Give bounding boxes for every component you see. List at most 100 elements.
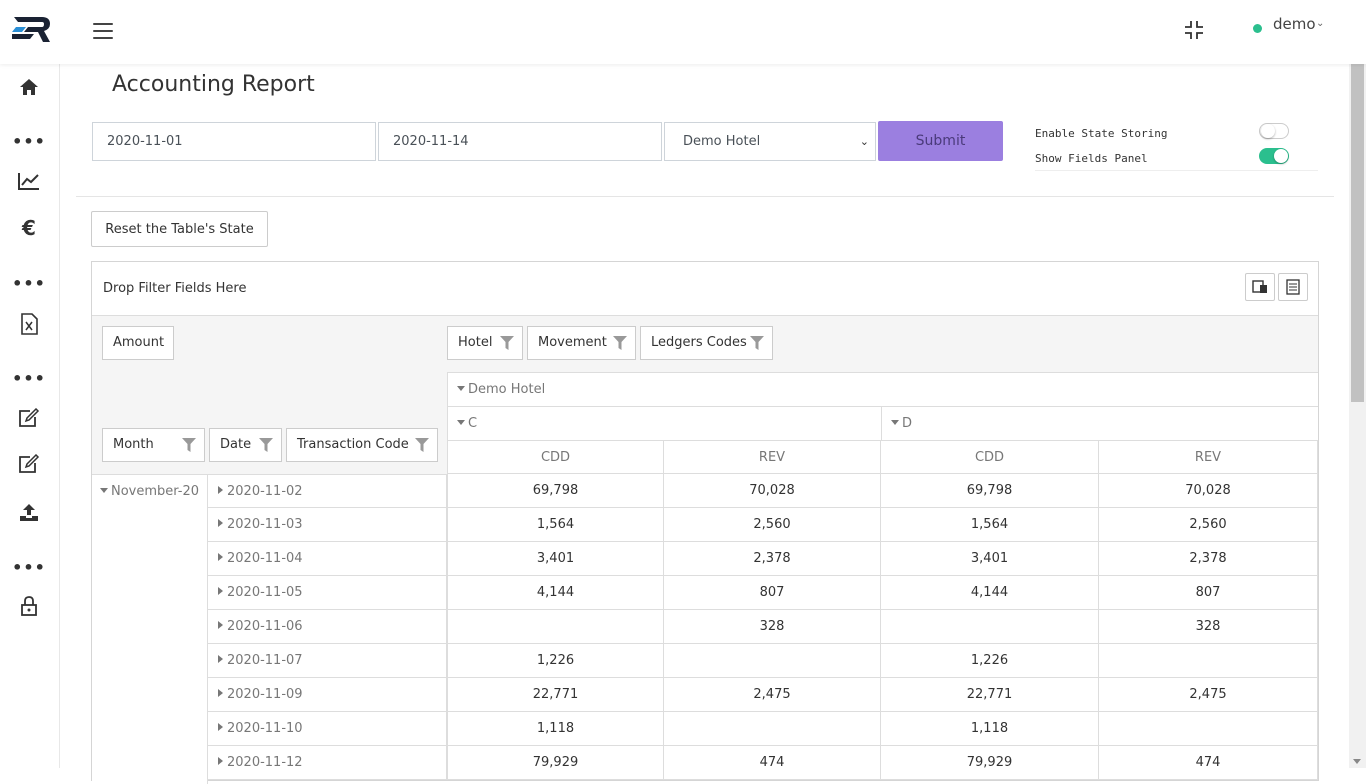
row-field-month[interactable]: Month	[102, 428, 205, 462]
table-cell[interactable]: 1,118	[881, 712, 1099, 746]
month-row-header[interactable]: November-20	[92, 474, 208, 784]
data-field-amount[interactable]: Amount	[102, 326, 174, 360]
table-cell[interactable]	[1099, 712, 1318, 746]
ledger-header-cdd[interactable]: CDD	[447, 440, 664, 474]
row-field-transaction-code[interactable]: Transaction Code	[286, 428, 438, 462]
table-cell[interactable]: 69,798	[447, 474, 664, 508]
table-cell[interactable]: 4,144	[447, 576, 664, 610]
expand-caret-icon[interactable]	[218, 655, 223, 663]
date-row-header[interactable]: 2020-11-02	[208, 474, 447, 508]
collapse-caret-icon[interactable]	[891, 420, 899, 425]
date-row-header[interactable]: 2020-11-06	[208, 610, 447, 644]
table-cell[interactable]: 2,560	[664, 508, 881, 542]
more-icon[interactable]: •••	[12, 368, 46, 388]
table-cell[interactable]: 3,401	[447, 542, 664, 576]
upload-icon[interactable]	[14, 499, 44, 525]
table-cell[interactable]: 4,144	[881, 576, 1099, 610]
table-cell[interactable]: 807	[1099, 576, 1318, 610]
filter-icon[interactable]	[750, 336, 764, 350]
submit-button[interactable]: Submit	[878, 121, 1003, 161]
expand-caret-icon[interactable]	[218, 486, 223, 494]
expand-caret-icon[interactable]	[218, 587, 223, 595]
collapse-caret-icon[interactable]	[100, 488, 108, 493]
date-row-header[interactable]: 2020-11-03	[208, 508, 447, 542]
table-cell[interactable]	[1099, 644, 1318, 678]
expand-caret-icon[interactable]	[218, 723, 223, 731]
table-cell[interactable]: 1,564	[881, 508, 1099, 542]
scroll-thumb[interactable]	[1351, 42, 1364, 402]
filter-icon[interactable]	[182, 438, 196, 452]
table-cell[interactable]: 69,798	[881, 474, 1099, 508]
filter-icon[interactable]	[415, 438, 429, 452]
table-cell[interactable]	[881, 610, 1099, 644]
table-cell[interactable]: 328	[1099, 610, 1318, 644]
scroll-down-arrow-icon[interactable]	[1353, 759, 1361, 764]
date-row-header[interactable]: 2020-11-09	[208, 678, 447, 712]
table-cell[interactable]: 2,378	[664, 542, 881, 576]
table-cell[interactable]: 3,401	[881, 542, 1099, 576]
home-icon[interactable]	[14, 74, 44, 100]
table-cell[interactable]	[664, 712, 881, 746]
filter-icon[interactable]	[259, 438, 273, 452]
edit-icon[interactable]	[14, 451, 44, 477]
date-row-header[interactable]: 2020-11-04	[208, 542, 447, 576]
date-to-input[interactable]: 2020-11-14	[378, 122, 662, 161]
date-row-header[interactable]: 2020-11-07	[208, 644, 447, 678]
movement-header-c[interactable]: C	[447, 406, 881, 440]
date-row-header[interactable]: 2020-11-05	[208, 576, 447, 610]
edit-square-icon[interactable]	[14, 405, 44, 431]
table-cell[interactable]: 70,028	[664, 474, 881, 508]
ledger-header-rev[interactable]: REV	[664, 440, 881, 474]
hotel-select[interactable]: Demo Hotel ⌄	[664, 122, 876, 161]
table-cell[interactable]: 1,226	[881, 644, 1099, 678]
excel-file-icon[interactable]	[14, 311, 44, 337]
euro-icon[interactable]: €	[22, 216, 36, 240]
table-cell[interactable]: 79,929	[447, 746, 664, 780]
date-row-header[interactable]: 2020-11-12	[208, 746, 447, 780]
table-cell[interactable]: 22,771	[447, 678, 664, 712]
export-excel-button[interactable]	[1278, 273, 1308, 301]
more-icon[interactable]: •••	[12, 131, 46, 151]
menu-toggle-icon[interactable]	[93, 23, 113, 39]
user-menu-name[interactable]: demo	[1273, 15, 1316, 33]
expand-caret-icon[interactable]	[218, 621, 223, 629]
chevron-down-icon[interactable]: ⌄	[1316, 18, 1325, 29]
expand-caret-icon[interactable]	[218, 757, 223, 765]
table-cell[interactable]: 2,475	[664, 678, 881, 712]
table-cell[interactable]	[447, 610, 664, 644]
column-field-hotel[interactable]: Hotel	[447, 326, 523, 360]
table-cell[interactable]: 328	[664, 610, 881, 644]
movement-header-d[interactable]: D	[881, 406, 1318, 440]
field-chooser-button[interactable]	[1245, 273, 1275, 301]
table-cell[interactable]: 474	[664, 746, 881, 780]
date-from-input[interactable]: 2020-11-01	[92, 122, 376, 161]
table-cell[interactable]: 1,564	[447, 508, 664, 542]
ledger-header-rev[interactable]: REV	[1099, 440, 1318, 474]
state-storing-toggle[interactable]	[1259, 123, 1289, 139]
table-cell[interactable]: 79,929	[881, 746, 1099, 780]
table-cell[interactable]	[664, 644, 881, 678]
ledger-header-cdd[interactable]: CDD	[881, 440, 1099, 474]
filter-icon[interactable]	[500, 336, 514, 350]
chart-line-icon[interactable]	[14, 168, 44, 194]
page-scrollbar[interactable]	[1349, 0, 1366, 768]
date-row-header[interactable]: 2020-11-10	[208, 712, 447, 746]
lock-icon[interactable]	[14, 593, 44, 619]
column-field-ledgers-codes[interactable]: Ledgers Codes	[640, 326, 773, 360]
exit-fullscreen-icon[interactable]	[1183, 19, 1205, 41]
table-cell[interactable]: 2,475	[1099, 678, 1318, 712]
fields-panel-toggle[interactable]	[1259, 148, 1289, 164]
expand-caret-icon[interactable]	[218, 553, 223, 561]
collapse-caret-icon[interactable]	[457, 420, 465, 425]
table-cell[interactable]: 1,118	[447, 712, 664, 746]
expand-caret-icon[interactable]	[218, 689, 223, 697]
table-cell[interactable]: 70,028	[1099, 474, 1318, 508]
logo-icon[interactable]	[12, 14, 52, 44]
expand-caret-icon[interactable]	[218, 519, 223, 527]
collapse-caret-icon[interactable]	[457, 386, 465, 391]
table-cell[interactable]: 1,226	[447, 644, 664, 678]
more-icon[interactable]: •••	[12, 557, 46, 577]
table-cell[interactable]: 2,378	[1099, 542, 1318, 576]
table-cell[interactable]: 807	[664, 576, 881, 610]
filter-drop-area[interactable]: Drop Filter Fields Here	[92, 262, 1318, 316]
